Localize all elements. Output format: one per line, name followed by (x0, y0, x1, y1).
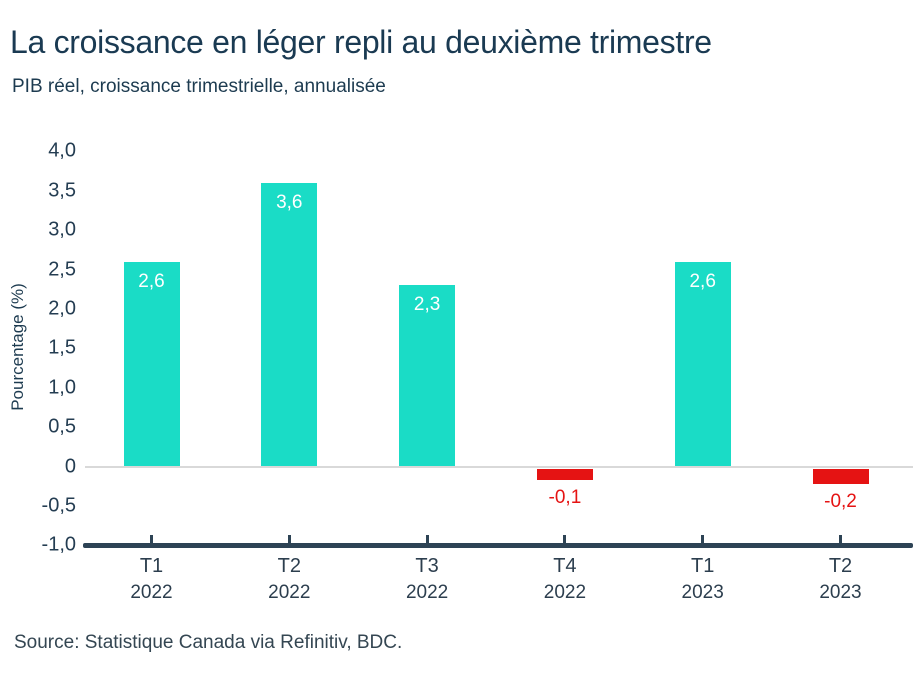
bar (399, 285, 456, 467)
bar (536, 468, 593, 480)
y-tick-label: 2,0 (48, 297, 76, 320)
x-tick-mark (150, 535, 153, 543)
chart-title: La croissance en léger repli au deuxième… (10, 24, 712, 60)
x-label-year: 2022 (543, 582, 587, 603)
bar-value-label: -0,2 (824, 491, 857, 513)
bar (123, 261, 180, 467)
x-tick-mark (563, 535, 567, 543)
bar (674, 261, 731, 467)
x-axis-category-label: T2 2022 (229, 553, 349, 606)
bar (812, 468, 869, 485)
y-tick-label: 1,0 (48, 376, 76, 399)
x-tick-mark (287, 535, 291, 543)
x-label-year: 2023 (681, 582, 724, 603)
x-axis-category-label: T1 2023 (643, 553, 763, 606)
x-tick-mark (701, 535, 705, 543)
x-label-year: 2022 (405, 582, 449, 603)
x-axis-category-label: T4 2022 (505, 553, 625, 606)
x-label-quarter: T2 (277, 555, 301, 577)
x-label-year: 2022 (268, 582, 311, 603)
y-tick-label: 0 (64, 455, 76, 477)
x-axis-category-label: T2 2023 (781, 553, 901, 606)
bar-value-label: 2,6 (138, 270, 165, 292)
bar-value-label: 2,3 (413, 294, 441, 316)
y-tick-label: 2,5 (48, 258, 76, 280)
x-label-quarter: T2 (828, 555, 853, 577)
x-label-quarter: T1 (691, 555, 715, 577)
x-label-quarter: T3 (415, 555, 439, 577)
x-axis-category-label: T1 2022 (92, 553, 212, 606)
x-axis-category-label: T3 2022 (367, 553, 487, 606)
x-tick-mark (839, 535, 842, 543)
plot-area: Pourcentage (%) 4,0 3,5 3,0 2,5 2,0 1,5 1,0 0,5… (8, 139, 913, 606)
x-tick-mark (425, 535, 429, 543)
bar-value-label: -0,1 (548, 486, 582, 508)
x-label-year: 2023 (819, 582, 862, 603)
y-tick-label: 0,5 (48, 415, 76, 438)
x-label-quarter: T4 (553, 555, 577, 577)
y-tick-label: 3,5 (48, 179, 76, 202)
x-axis-line (83, 543, 913, 548)
y-tick-label: 4,0 (48, 139, 76, 162)
bar-value-label: 2,6 (689, 270, 716, 292)
zero-gridline (85, 465, 913, 468)
y-tick-label: 1,5 (48, 336, 76, 359)
x-label-year: 2022 (130, 582, 173, 603)
y-tick-label: 3,0 (48, 218, 76, 241)
y-tick-label: -1,0 (41, 533, 76, 556)
y-tick-label: -0,5 (41, 494, 76, 517)
bar (261, 182, 318, 467)
bar-value-label: 3,6 (276, 191, 303, 213)
chart-subtitle: PIB réel, croissance trimestrielle, annu… (12, 76, 386, 97)
source-note: Source: Statistique Canada via Refinitiv… (14, 632, 403, 653)
x-label-quarter: T1 (139, 555, 164, 577)
